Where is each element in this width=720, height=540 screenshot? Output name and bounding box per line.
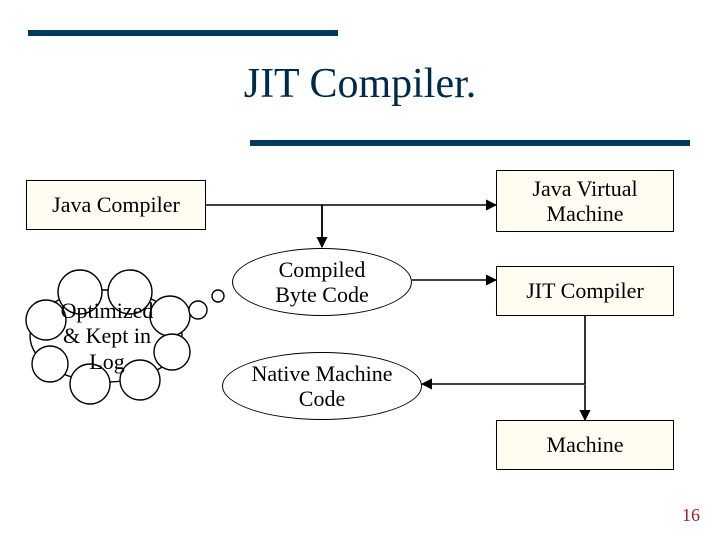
node-compiled-byte-code: CompiledByte Code bbox=[232, 248, 412, 316]
node-label: Native MachineCode bbox=[251, 361, 392, 412]
node-native-machine-code: Native MachineCode bbox=[222, 352, 422, 420]
node-label: CompiledByte Code bbox=[275, 257, 369, 308]
rule-top bbox=[28, 30, 338, 36]
node-label: Java VirtualMachine bbox=[532, 176, 637, 227]
page-number: 16 bbox=[682, 505, 700, 526]
node-jvm: Java VirtualMachine bbox=[496, 170, 674, 232]
node-label: Java Compiler bbox=[52, 192, 180, 217]
annotation-optimized-kept-in-log: Optimized& Kept inLog bbox=[42, 298, 172, 378]
node-label: JIT Compiler bbox=[526, 278, 644, 303]
page-title: JIT Compiler. bbox=[0, 60, 720, 108]
annotation-label: Optimized& Kept inLog bbox=[61, 298, 154, 374]
node-machine: Machine bbox=[496, 420, 674, 470]
node-label: Machine bbox=[547, 432, 624, 457]
rule-bottom bbox=[250, 140, 690, 146]
node-java-compiler: Java Compiler bbox=[26, 180, 206, 230]
node-jit-compiler: JIT Compiler bbox=[496, 266, 674, 316]
